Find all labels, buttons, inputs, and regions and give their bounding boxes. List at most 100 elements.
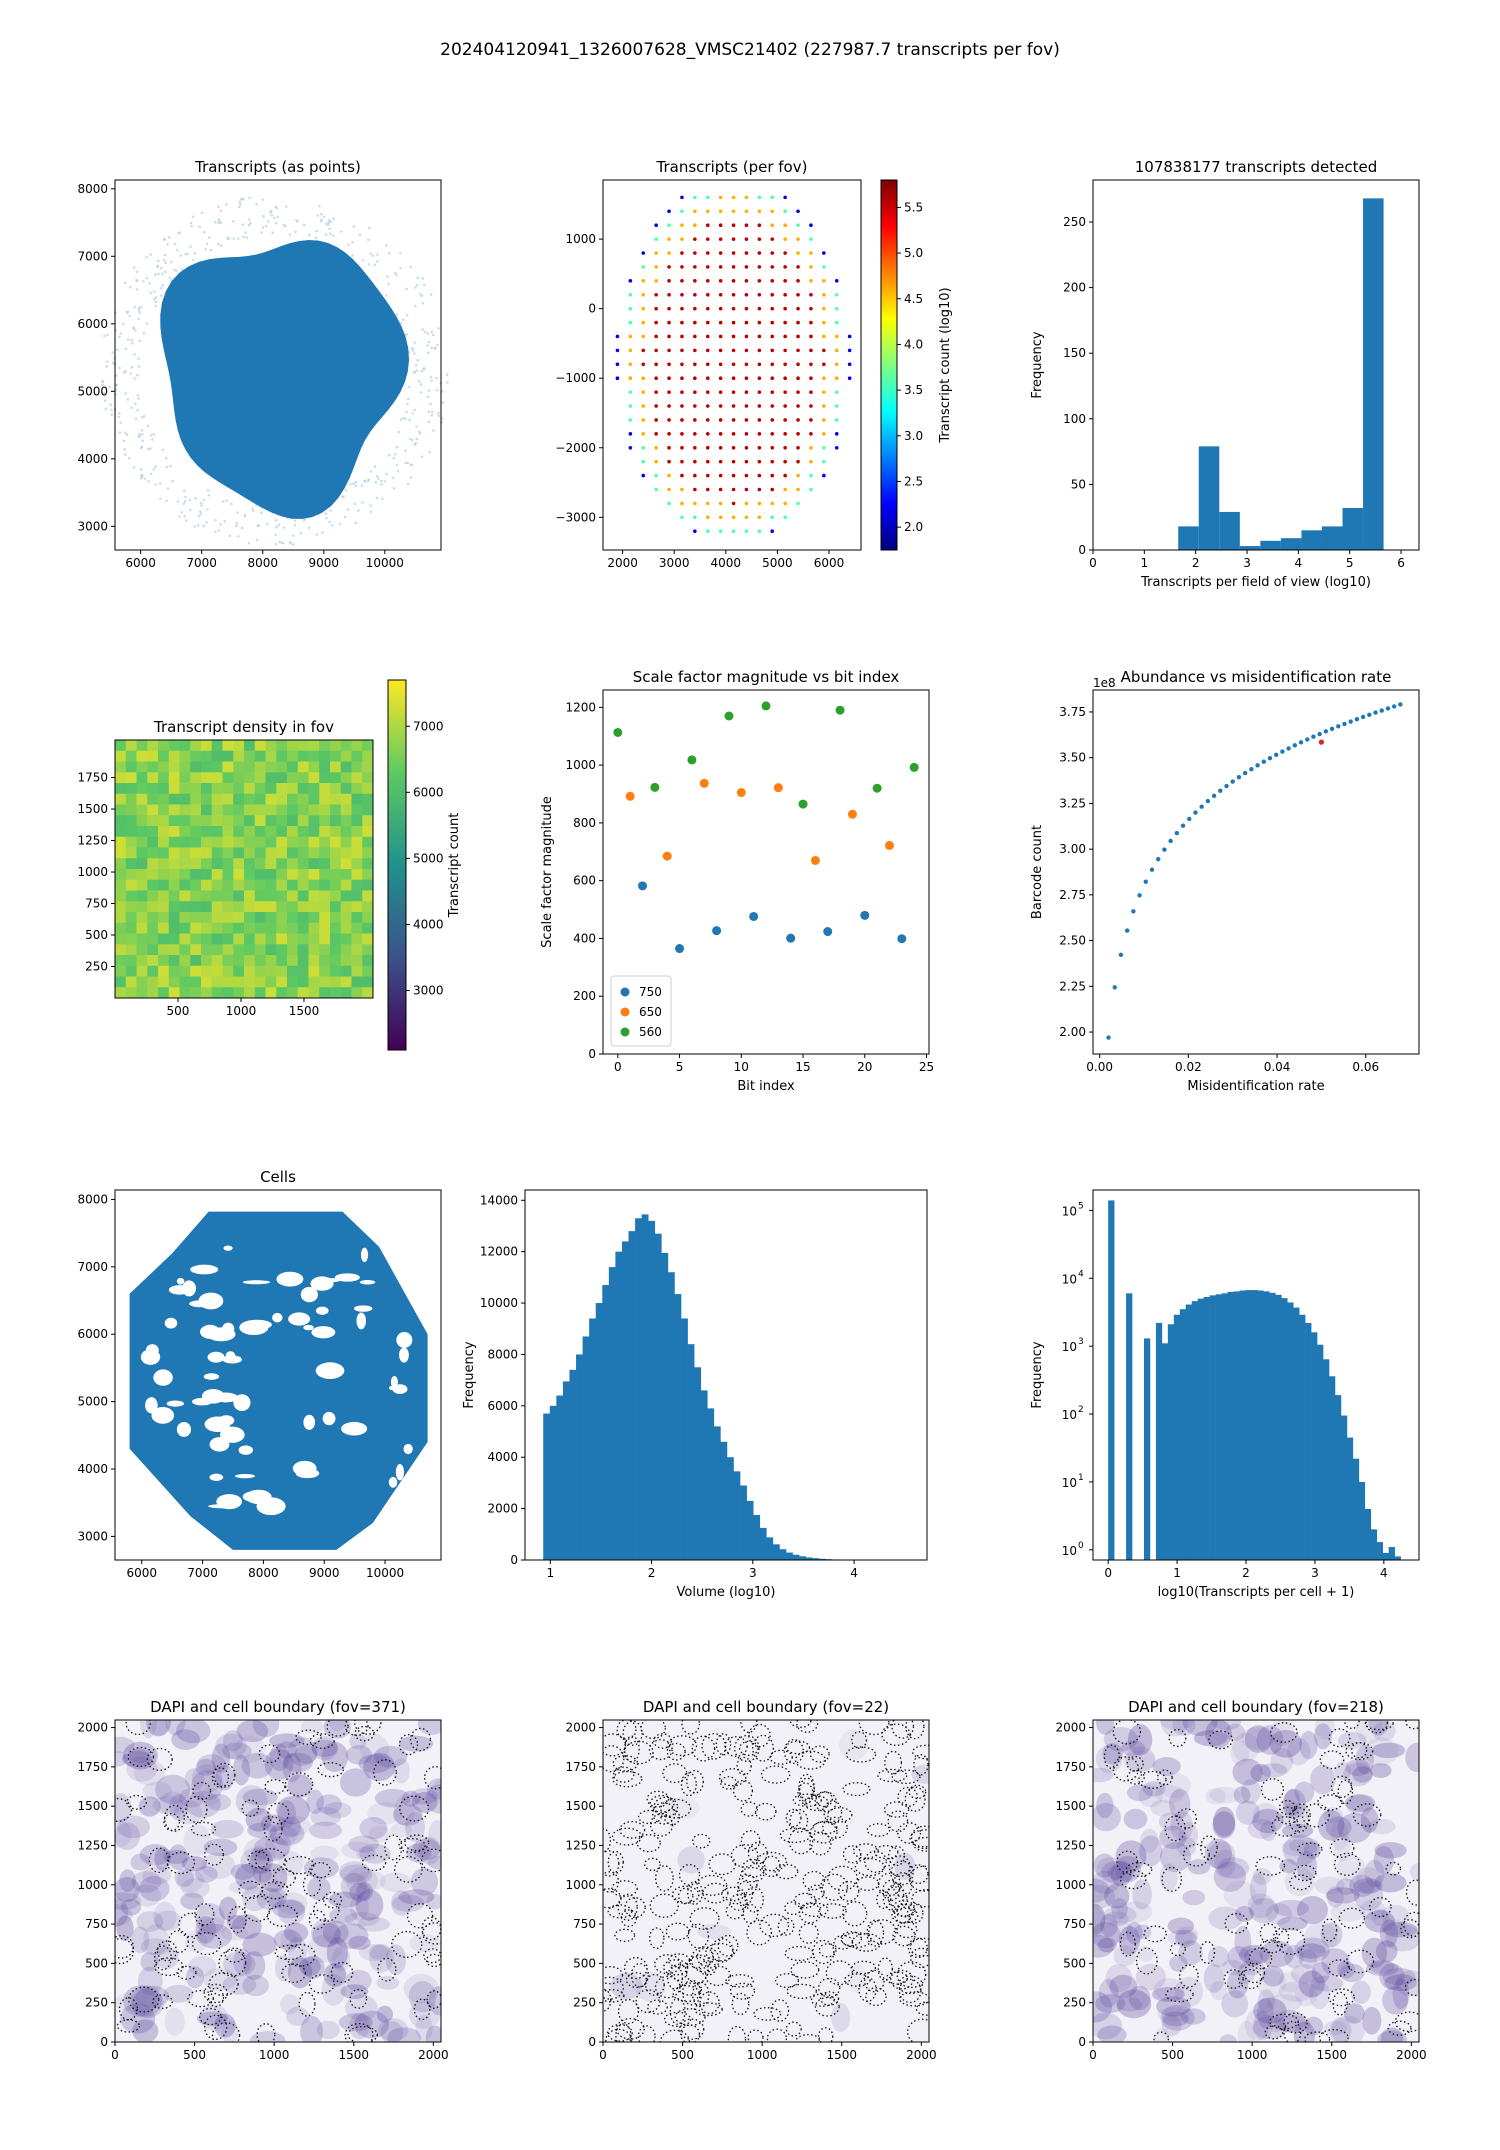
- cell-boundary: [1345, 1742, 1374, 1761]
- transcript-halo-point: [293, 519, 297, 522]
- density-cell: [340, 987, 352, 999]
- transcript-halo-point: [411, 412, 414, 415]
- transcript-halo-point: [314, 236, 317, 240]
- density-cell: [158, 772, 170, 784]
- colorbar: [880, 179, 898, 551]
- transcripts-per-cell-bar: [1269, 1292, 1276, 1560]
- fov-point: [822, 348, 826, 353]
- transcripts-per-cell-bar: [1245, 1290, 1252, 1560]
- cell-boundary: [1301, 1803, 1330, 1828]
- fov-point: [744, 390, 749, 394]
- transcript-halo-point: [413, 443, 416, 446]
- volume-bar: [569, 1369, 577, 1560]
- fov-point: [757, 473, 762, 478]
- dapi-nucleus: [196, 2011, 228, 2026]
- density-cell: [201, 912, 213, 924]
- dapi-nucleus: [1126, 1784, 1153, 1802]
- density-cell: [190, 944, 202, 956]
- scale-factor-point-750: [786, 933, 796, 943]
- dapi-nucleus: [1339, 1963, 1365, 1983]
- dapi-nucleus: [210, 1819, 244, 1839]
- cell-boundary: [344, 1720, 369, 1737]
- density-cell: [201, 740, 213, 752]
- transcript-halo-point: [219, 209, 223, 213]
- density-cell: [297, 869, 309, 881]
- density-cell: [244, 740, 256, 752]
- dapi-nucleus: [132, 1884, 162, 1907]
- cell-boundary: [421, 1848, 441, 1873]
- density-cell: [362, 804, 374, 816]
- cell-boundary: [908, 1784, 927, 1800]
- transcript-halo-point: [354, 484, 357, 488]
- transcript-halo-point: [408, 385, 411, 389]
- density-cell: [340, 955, 352, 967]
- fov-point: [731, 334, 736, 339]
- transcript-halo-point: [354, 480, 358, 484]
- cell-boundary: [649, 1927, 665, 1950]
- density-cell: [276, 912, 288, 924]
- fov-point: [667, 251, 671, 255]
- cells-void: [190, 1264, 219, 1275]
- fov-point: [822, 279, 826, 283]
- transcript-halo-point: [399, 251, 402, 255]
- density-cell: [233, 955, 245, 967]
- fov-point: [654, 376, 658, 381]
- fov-point: [641, 390, 646, 394]
- dapi-nucleus: [1237, 1963, 1256, 1984]
- density-cell: [136, 858, 148, 870]
- transcript-halo-point: [142, 414, 146, 418]
- cell-boundary: [912, 1744, 929, 1760]
- dapi-nucleus: [894, 1852, 916, 1880]
- density-cell: [147, 836, 159, 848]
- density-cell: [308, 944, 320, 956]
- axes-frame: [1092, 689, 1420, 1055]
- cell-boundary: [1405, 1720, 1419, 1730]
- fov-point: [628, 362, 633, 367]
- density-cell: [179, 912, 191, 924]
- cell-boundary: [204, 2014, 228, 2041]
- dapi-nucleus: [1284, 1788, 1301, 1817]
- axes-p10: DAPI and cell boundary (fov=371)0 500 1000…: [77, 1698, 448, 2062]
- cell-boundary: [644, 1857, 661, 1872]
- fov-point: [796, 362, 800, 367]
- cell-boundary: [309, 1862, 331, 1879]
- cell-boundary: [906, 1902, 924, 1924]
- barcode-point: [1149, 867, 1155, 872]
- cell-boundary: [753, 2007, 782, 2021]
- dapi-nucleus: [1371, 1742, 1406, 1759]
- scale-factor-point-560: [872, 783, 882, 793]
- dapi-nucleus: [136, 1911, 164, 1932]
- y-tick-label: 50: [1071, 477, 1086, 491]
- dapi-nucleus: [1369, 1763, 1392, 1778]
- cell-boundary: [406, 1903, 434, 1929]
- transcript-halo-point: [376, 253, 379, 256]
- cells-void: [292, 1460, 317, 1476]
- dapi-nucleus: [1294, 1937, 1330, 1963]
- barcode-point: [1342, 721, 1347, 727]
- axes-frame: [1092, 179, 1420, 551]
- cell-boundary: [649, 1813, 674, 1837]
- density-cell: [319, 858, 331, 870]
- density-cell: [330, 944, 342, 956]
- cell-boundary: [622, 1720, 643, 1746]
- transcript-halo-point: [228, 534, 232, 538]
- cell-boundary: [866, 1919, 885, 1947]
- cells-void: [272, 1312, 283, 1323]
- dapi-nucleus: [1205, 1720, 1232, 1749]
- dapi-nucleus: [418, 1836, 441, 1865]
- density-cell: [115, 901, 127, 913]
- density-cell: [158, 783, 170, 795]
- transcript-halo-point: [230, 502, 233, 506]
- dapi-nucleus: [376, 2005, 393, 2023]
- cell-boundary: [742, 1903, 759, 1924]
- colorbar-tick-label: 3.0: [904, 429, 923, 443]
- y-tick-label: 10000: [480, 1296, 518, 1310]
- cell-boundary: [882, 1886, 908, 1912]
- dapi-nucleus: [1262, 1965, 1285, 1987]
- density-cell: [158, 912, 170, 924]
- cell-boundary: [793, 1892, 817, 1909]
- cell-boundary: [126, 1794, 147, 1810]
- dapi-nucleus: [350, 1893, 369, 1921]
- dapi-nucleus: [286, 2006, 310, 2026]
- cell-boundary: [309, 1733, 335, 1749]
